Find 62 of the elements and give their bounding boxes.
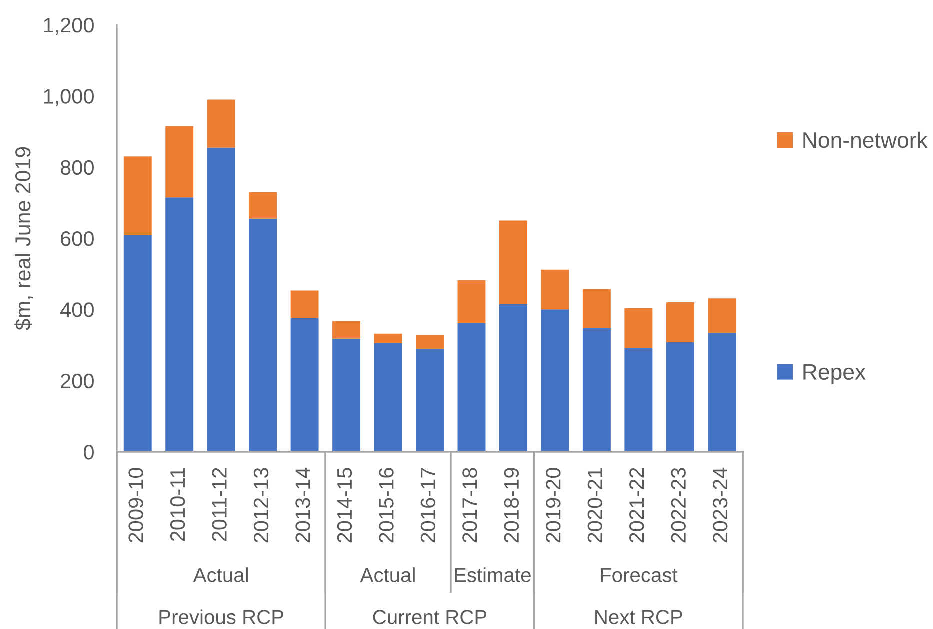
x-tick-label: 2023-24 <box>712 468 728 543</box>
bar <box>207 100 236 148</box>
bar <box>166 198 194 452</box>
text: Estimate <box>455 568 531 582</box>
bar <box>458 280 486 324</box>
x-tick-label: 2020-21 <box>588 468 603 543</box>
y-tick-label: 400 <box>60 302 94 318</box>
bar <box>708 333 736 452</box>
text: Previous RCP <box>160 610 284 624</box>
y-axis-title: $m, real June 2019 <box>14 147 34 330</box>
bar <box>332 321 361 339</box>
bar <box>708 298 736 334</box>
bar <box>541 270 570 310</box>
x-tick-label: 2022-23 <box>671 468 686 543</box>
x-tick-label: 2013-14 <box>296 468 310 543</box>
x-tick-label: 2012-13 <box>254 468 269 543</box>
bar <box>666 302 694 342</box>
y-tick-label: 800 <box>60 160 94 176</box>
bar <box>666 342 694 452</box>
legend-label: Repex <box>804 364 866 384</box>
bar <box>499 304 528 452</box>
bar <box>416 335 444 350</box>
bar <box>249 218 278 452</box>
x-tick-label: 2014-15 <box>337 468 352 543</box>
y-tick-label: 1,200 <box>44 18 94 36</box>
text: Current RCP <box>373 610 487 624</box>
bar <box>124 156 152 235</box>
y-tick-label: 0 <box>84 445 94 460</box>
bar <box>458 324 486 452</box>
x-tick-label: 2010-11 <box>170 468 186 542</box>
text: Actual <box>360 568 415 582</box>
legend-label: Non-network <box>804 132 928 148</box>
y-tick-label: 1,000 <box>44 89 94 106</box>
bar <box>249 192 278 219</box>
text: Forecast <box>601 568 678 582</box>
x-tick-label: 2011-12 <box>212 468 227 542</box>
bar <box>124 234 152 452</box>
bar <box>416 349 444 452</box>
bar <box>541 310 570 452</box>
bar <box>166 126 194 198</box>
x-tick-label: 2018-19 <box>504 468 520 543</box>
bar <box>374 334 402 344</box>
x-tick-label: 2009-10 <box>128 468 144 543</box>
bar <box>582 289 611 329</box>
x-tick-label: 2017-18 <box>462 468 478 543</box>
bar <box>624 348 653 452</box>
x-tick-label: 2021-22 <box>630 468 644 543</box>
bar <box>582 328 611 452</box>
bar <box>374 343 402 452</box>
bar <box>624 308 653 348</box>
bar <box>332 338 361 452</box>
x-tick-label: 2015-16 <box>379 468 394 543</box>
x-tick-label: 2016-17 <box>420 468 436 543</box>
y-tick-label: 600 <box>61 232 94 246</box>
bar <box>499 220 528 304</box>
bar <box>290 318 319 452</box>
bar <box>207 148 236 452</box>
text: Next RCP <box>596 610 682 624</box>
y-tick-label: 200 <box>61 374 94 389</box>
text: Actual <box>193 568 248 582</box>
x-tick-label: 2019-20 <box>546 468 561 543</box>
bar <box>290 290 319 318</box>
